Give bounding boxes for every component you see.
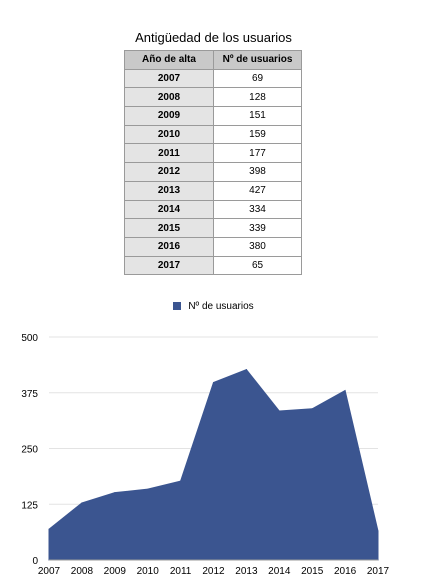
x-tick-label: 2012 [202, 566, 225, 577]
data-point [245, 369, 247, 371]
table-row: 2014 334 [124, 199, 302, 220]
table-cell-year: 2016 [124, 236, 214, 257]
y-tick-label: 500 [21, 333, 38, 344]
table-cell-users: 398 [213, 162, 302, 182]
users-table: Año de alta Nº de usuarios 2007 69 2008 128… [124, 50, 302, 276]
table-cell-users: 380 [213, 236, 302, 257]
table-cell-year: 2012 [124, 162, 214, 182]
table-cell-users: 339 [213, 218, 302, 238]
table-cell-users: 65 [213, 255, 302, 276]
table-cell-users: 128 [213, 87, 302, 108]
x-tick-label: 2014 [268, 566, 291, 577]
x-tick-label: 2007 [38, 566, 61, 577]
table-row: 2010 159 [124, 124, 302, 145]
table-row: 2012 398 [124, 162, 302, 182]
table-row: 2017 65 [124, 255, 302, 276]
table-cell-users: 427 [213, 180, 302, 201]
legend-swatch [173, 302, 182, 310]
table-row: 2011 177 [124, 143, 302, 164]
data-point [48, 528, 50, 530]
data-point [81, 502, 83, 504]
table-cell-year: 2013 [124, 180, 214, 201]
header-year: Año de alta [124, 50, 214, 70]
data-point [377, 530, 379, 532]
table-cell-year: 2009 [124, 106, 214, 126]
x-tick-label: 2015 [301, 566, 324, 577]
table-cell-year: 2014 [124, 199, 214, 220]
table-cell-users: 159 [213, 124, 302, 145]
table-header-row: Año de alta Nº de usuarios [124, 50, 302, 70]
x-tick-label: 2017 [367, 566, 390, 577]
y-tick-label: 375 [21, 389, 38, 400]
x-tick-label: 2009 [104, 566, 127, 577]
table-cell-year: 2007 [124, 68, 214, 89]
data-point [114, 492, 116, 494]
table-cell-year: 2011 [124, 143, 214, 164]
table-cell-year: 2017 [124, 255, 214, 276]
x-tick-label: 2013 [235, 566, 258, 577]
chart-legend: Nº de usuarios [0, 301, 427, 312]
y-tick-label: 250 [21, 445, 38, 456]
data-point [278, 410, 280, 412]
table-row: 2016 380 [124, 236, 302, 257]
y-tick-label: 0 [32, 556, 38, 567]
data-point [213, 381, 214, 383]
table-row: 2009 151 [124, 106, 302, 126]
data-point [344, 390, 346, 392]
table-cell-users: 151 [213, 106, 302, 126]
table-cell-year: 2008 [124, 87, 214, 108]
table-row: 2008 128 [124, 87, 302, 108]
table-cell-year: 2010 [124, 124, 214, 145]
table-cell-users: 69 [213, 68, 302, 89]
table-title: Antigüedad de los usuarios [135, 30, 292, 45]
table-cell-year: 2015 [124, 218, 214, 238]
header-users: Nº de usuarios [213, 50, 302, 70]
y-tick-label: 125 [21, 500, 38, 511]
x-tick-label: 2016 [334, 566, 357, 577]
data-point [147, 488, 149, 490]
table-row: 2007 69 [124, 68, 302, 89]
legend-label: Nº de usuarios [188, 301, 254, 312]
table-row: 2013 427 [124, 180, 302, 201]
area-series [48, 368, 379, 561]
area-chart: 0 125 250 375 500 2007 2008 2009 2010 2011 2012 201… [21, 333, 390, 577]
table-cell-users: 334 [213, 199, 302, 220]
x-tick-label: 2010 [137, 566, 160, 577]
table-row: 2015 339 [124, 218, 302, 238]
x-tick-label: 2011 [170, 566, 192, 577]
data-point [311, 408, 313, 410]
data-point [180, 480, 182, 482]
x-tick-label: 2008 [71, 566, 94, 577]
table-cell-users: 177 [213, 143, 302, 164]
